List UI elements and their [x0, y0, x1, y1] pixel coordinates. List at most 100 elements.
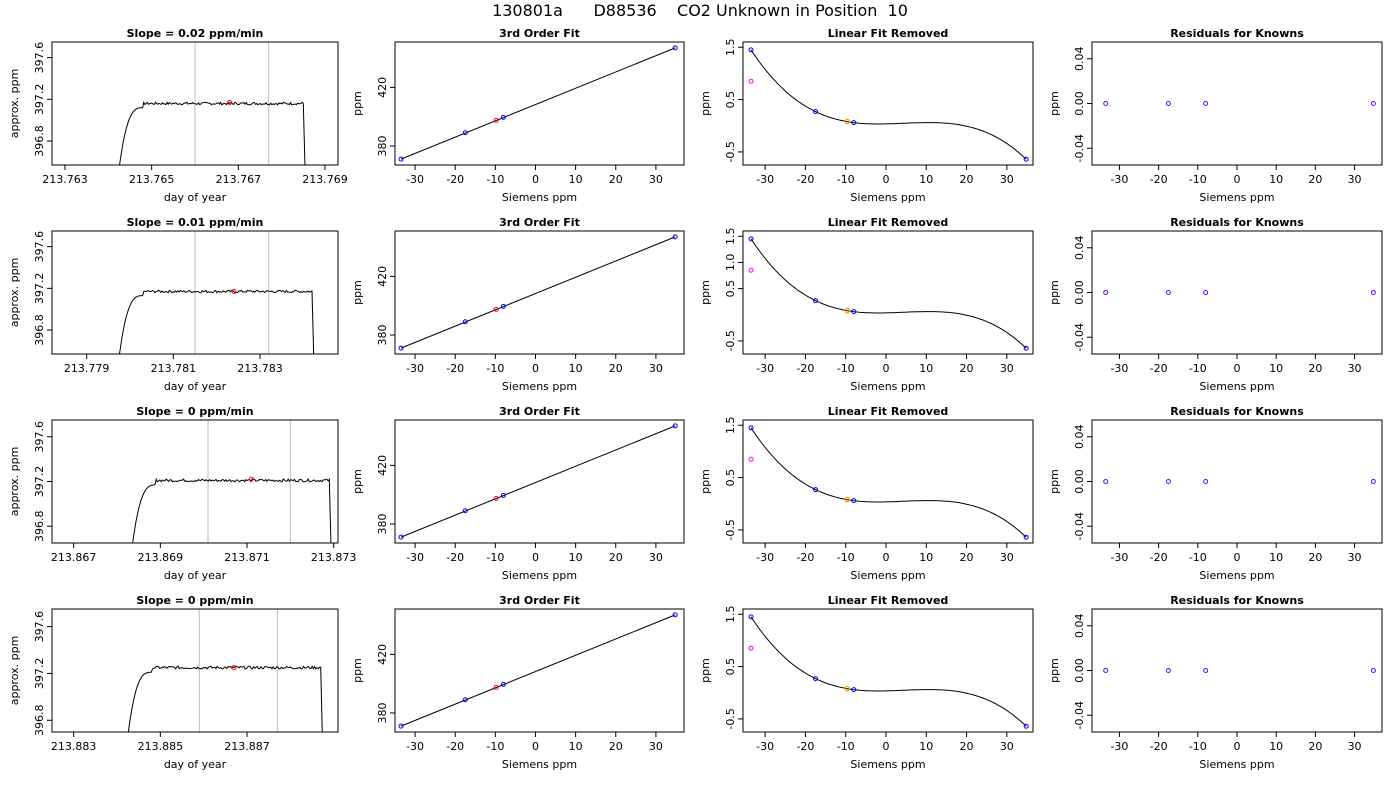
x-tick-label: 10: [919, 362, 933, 375]
x-tick-label: 213.769: [302, 173, 348, 186]
y-axis-label: ppm: [1048, 658, 1061, 683]
x-tick-label: 20: [609, 362, 623, 375]
known-point: [1203, 668, 1209, 673]
panel-title: Residuals for Knowns: [1170, 27, 1304, 40]
x-tick-label: 0: [882, 740, 889, 753]
cubic-fit-curve: [750, 427, 1027, 538]
x-tick-label: 20: [1308, 173, 1322, 186]
x-tick-label: 10: [569, 551, 583, 564]
known-point: [1023, 723, 1029, 729]
known-point: [500, 114, 506, 120]
y-tick-label: -0.5: [724, 330, 737, 351]
x-tick-label: -10: [837, 551, 855, 564]
panel-r4-c3: Linear Fit Removed Siemens ppm ppm -30 -20 -1…: [699, 594, 1034, 771]
x-tick-label: -30: [1110, 362, 1128, 375]
plot-frame: [1091, 419, 1383, 544]
x-axis-label: Siemens ppm: [502, 191, 577, 204]
known-point: [1203, 290, 1209, 295]
x-tick-label: -30: [756, 551, 774, 564]
plot-area: [1103, 479, 1376, 484]
y-tick-label: 397.2: [33, 658, 46, 690]
panel-title: Slope = 0 ppm/min: [136, 594, 253, 607]
average-marker: [231, 665, 237, 671]
x-tick-label: 0: [532, 740, 539, 753]
plot-frame: [1091, 608, 1383, 733]
x-tick-label: 0: [882, 362, 889, 375]
panel-r2-c2: 3rd Order Fit Siemens ppm ppm -30 -20 -10 0 10 2…: [351, 216, 685, 393]
plot-frame: [394, 230, 685, 355]
plot-area: [398, 234, 678, 351]
plot-area: [398, 612, 678, 729]
x-tick-label: 10: [569, 173, 583, 186]
y-axis-label: approx. ppm: [8, 447, 21, 517]
known-point: [1103, 668, 1109, 673]
x-tick-label: -10: [837, 362, 855, 375]
x-tick-label: 213.869: [138, 551, 184, 564]
x-tick-label: 0: [882, 173, 889, 186]
x-tick-label: 30: [649, 173, 663, 186]
known-point: [1023, 534, 1029, 540]
panel-r3-c3: Linear Fit Removed Siemens ppm ppm -30 -20 -1…: [699, 405, 1034, 582]
x-tick-label: 213.867: [51, 551, 97, 564]
x-tick-label: 10: [1269, 362, 1283, 375]
known-point: [672, 612, 678, 618]
x-tick-label: -30: [756, 362, 774, 375]
known-point: [851, 309, 857, 315]
y-axis-label: approx. ppm: [8, 636, 21, 706]
y-tick-label: 380: [376, 702, 389, 723]
x-tick-label: -10: [486, 551, 504, 564]
y-tick-label: 420: [376, 644, 389, 665]
panel-r2-c4: Residuals for Knowns Siemens ppm ppm -30 -20…: [1048, 216, 1383, 393]
average-marker: [248, 476, 254, 482]
known-point: [672, 423, 678, 429]
known-point: [748, 425, 754, 431]
plot-frame: [51, 41, 339, 166]
panel-r3-c4: Residuals for Knowns Siemens ppm ppm -30 -20…: [1048, 405, 1383, 582]
y-tick-label: 396.8: [33, 705, 46, 737]
y-tick-label: 1.0: [724, 254, 737, 272]
x-tick-label: -20: [1150, 551, 1168, 564]
x-tick-label: -10: [837, 740, 855, 753]
known-point: [1165, 668, 1171, 673]
y-tick-label: 397.2: [33, 466, 46, 498]
known-point: [813, 298, 818, 304]
x-tick-label: 0: [1234, 740, 1241, 753]
x-tick-label: 20: [1308, 740, 1322, 753]
y-tick-label: 0.04: [1073, 614, 1086, 639]
x-tick-label: 30: [1348, 362, 1362, 375]
known-point: [851, 687, 857, 693]
y-axis-label: ppm: [351, 280, 364, 305]
plot-area: [1103, 668, 1376, 673]
y-tick-label: 1.5: [724, 38, 737, 56]
x-tick-label: 10: [1269, 740, 1283, 753]
y-tick-label: 0.00: [1073, 658, 1086, 683]
known-point: [748, 47, 754, 53]
y-tick-label: 0.5: [724, 280, 737, 298]
x-axis-label: Siemens ppm: [1199, 191, 1274, 204]
x-tick-label: 0: [1234, 551, 1241, 564]
x-tick-label: 10: [919, 173, 933, 186]
y-axis-label: approx. ppm: [8, 258, 21, 328]
cubic-fit-curve: [750, 238, 1027, 349]
known-point: [1370, 290, 1376, 295]
y-axis-label: ppm: [1048, 91, 1061, 116]
panel-r4-c2: 3rd Order Fit Siemens ppm ppm -30 -20 -10 0 10 2…: [351, 594, 685, 771]
y-tick-label: 420: [376, 455, 389, 476]
panel-r3-c2: 3rd Order Fit Siemens ppm ppm -30 -20 -10 0 10 2…: [351, 405, 685, 582]
known-point: [1165, 479, 1171, 484]
panel-r3-c1: Slope = 0 ppm/min day of year approx. ppm 2…: [8, 405, 356, 582]
known-point: [748, 236, 754, 242]
x-tick-label: 20: [609, 173, 623, 186]
plot-area: [127, 609, 323, 732]
plot-area: [398, 423, 678, 540]
known-point: [1103, 290, 1109, 295]
x-axis-label: Siemens ppm: [1199, 569, 1274, 582]
panel-title: Residuals for Knowns: [1170, 405, 1304, 418]
y-tick-label: 380: [376, 513, 389, 534]
y-tick-label: 380: [376, 324, 389, 345]
y-tick-label: 380: [376, 135, 389, 156]
x-axis-label: Siemens ppm: [502, 758, 577, 771]
outlier-point: [748, 267, 754, 273]
known-point: [672, 45, 678, 51]
known-point: [813, 676, 818, 682]
